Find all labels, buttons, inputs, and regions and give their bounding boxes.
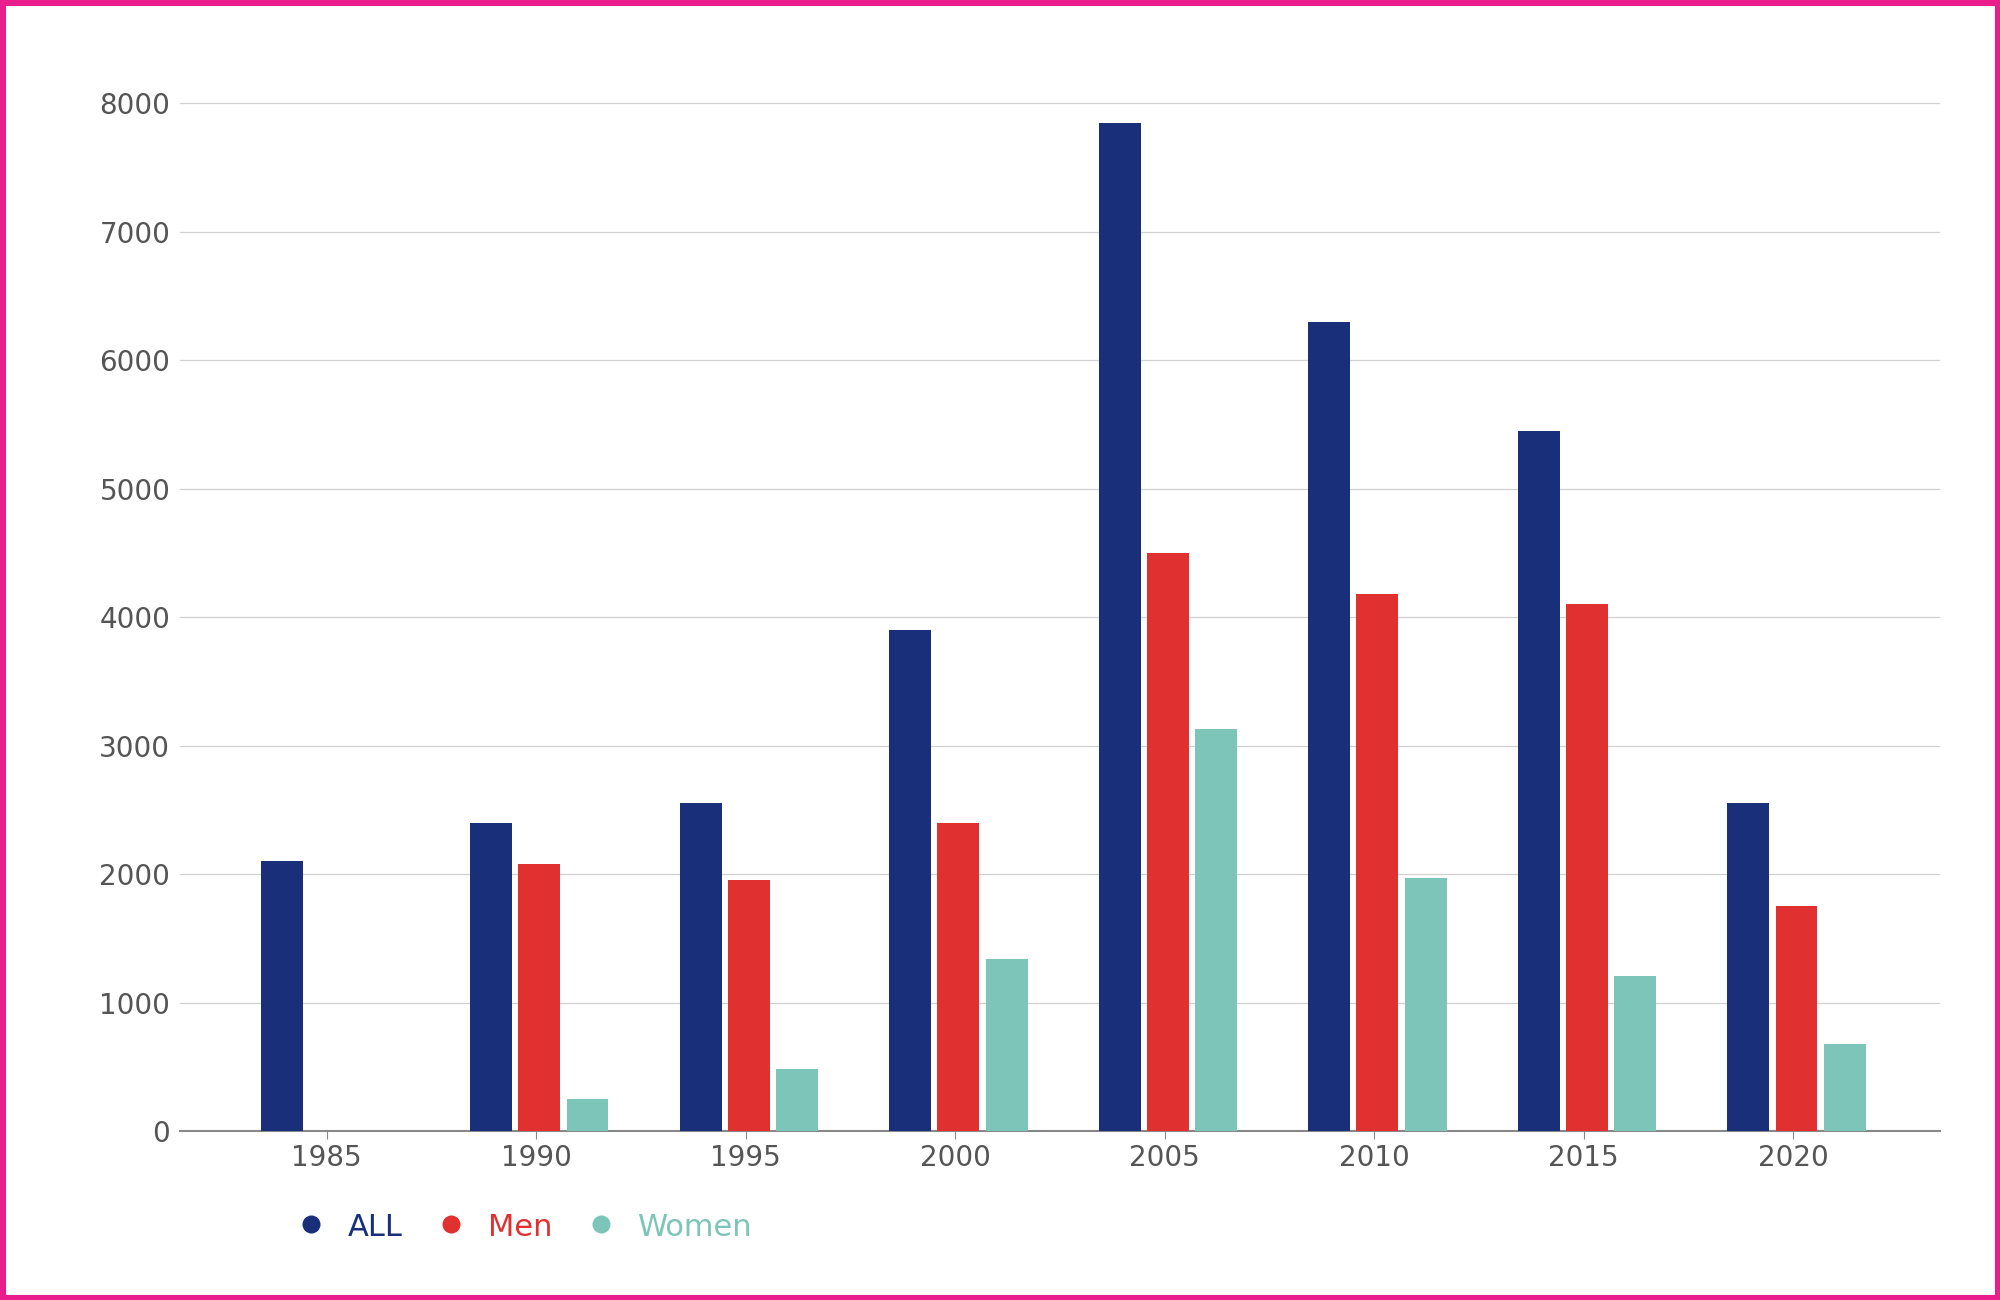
Bar xyxy=(518,863,560,1131)
Legend: ALL, Men, Women: ALL, Men, Women xyxy=(284,1197,768,1257)
Bar xyxy=(1146,552,1188,1131)
Bar xyxy=(1404,878,1446,1131)
Bar xyxy=(1824,1044,1866,1131)
Bar xyxy=(1776,906,1818,1131)
Bar xyxy=(1308,321,1350,1131)
Bar xyxy=(680,803,722,1131)
Bar xyxy=(260,861,302,1131)
Bar xyxy=(1614,975,1656,1131)
Bar xyxy=(566,1098,608,1131)
Bar xyxy=(986,959,1028,1131)
Bar xyxy=(1728,803,1770,1131)
Bar xyxy=(1518,430,1560,1131)
Bar xyxy=(776,1070,818,1131)
Bar xyxy=(938,823,980,1131)
Bar xyxy=(728,880,770,1131)
Bar xyxy=(890,630,932,1131)
Bar xyxy=(1356,594,1398,1131)
Bar xyxy=(1196,729,1238,1131)
Bar xyxy=(1098,122,1140,1131)
Bar xyxy=(1566,604,1608,1131)
Bar xyxy=(470,823,512,1131)
